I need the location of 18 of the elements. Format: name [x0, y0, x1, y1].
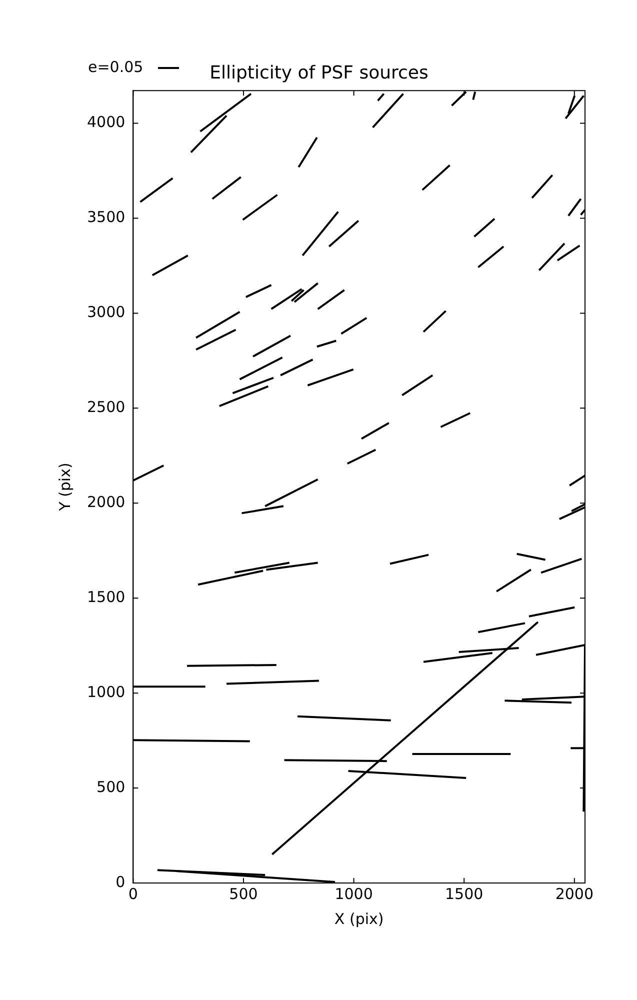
chart-title: Ellipticity of PSF sources — [210, 62, 428, 84]
x-tick-label: 500 — [229, 884, 258, 903]
y-tick-label: 3500 — [86, 208, 126, 226]
x-tick-label: 1500 — [445, 884, 484, 903]
x-tick-label: 2000 — [555, 884, 594, 903]
y-axis-title: Y (pix) — [56, 462, 74, 512]
y-tick-label: 3000 — [86, 303, 126, 322]
y-tick-label: 2500 — [86, 398, 126, 416]
y-tick-label: 2000 — [86, 493, 126, 512]
text: e=0.05 — [88, 58, 144, 76]
x-axis-title: X (pix) — [334, 910, 384, 928]
y-tick-label: 500 — [96, 778, 126, 796]
y-tick-label: 1500 — [86, 588, 126, 606]
y-tick-label: 0 — [116, 872, 126, 891]
x-tick-label: 1000 — [334, 884, 373, 903]
y-tick-label: 4000 — [86, 113, 126, 132]
x-tick-label: 0 — [128, 884, 138, 903]
y-tick-label: 1000 — [86, 682, 126, 701]
